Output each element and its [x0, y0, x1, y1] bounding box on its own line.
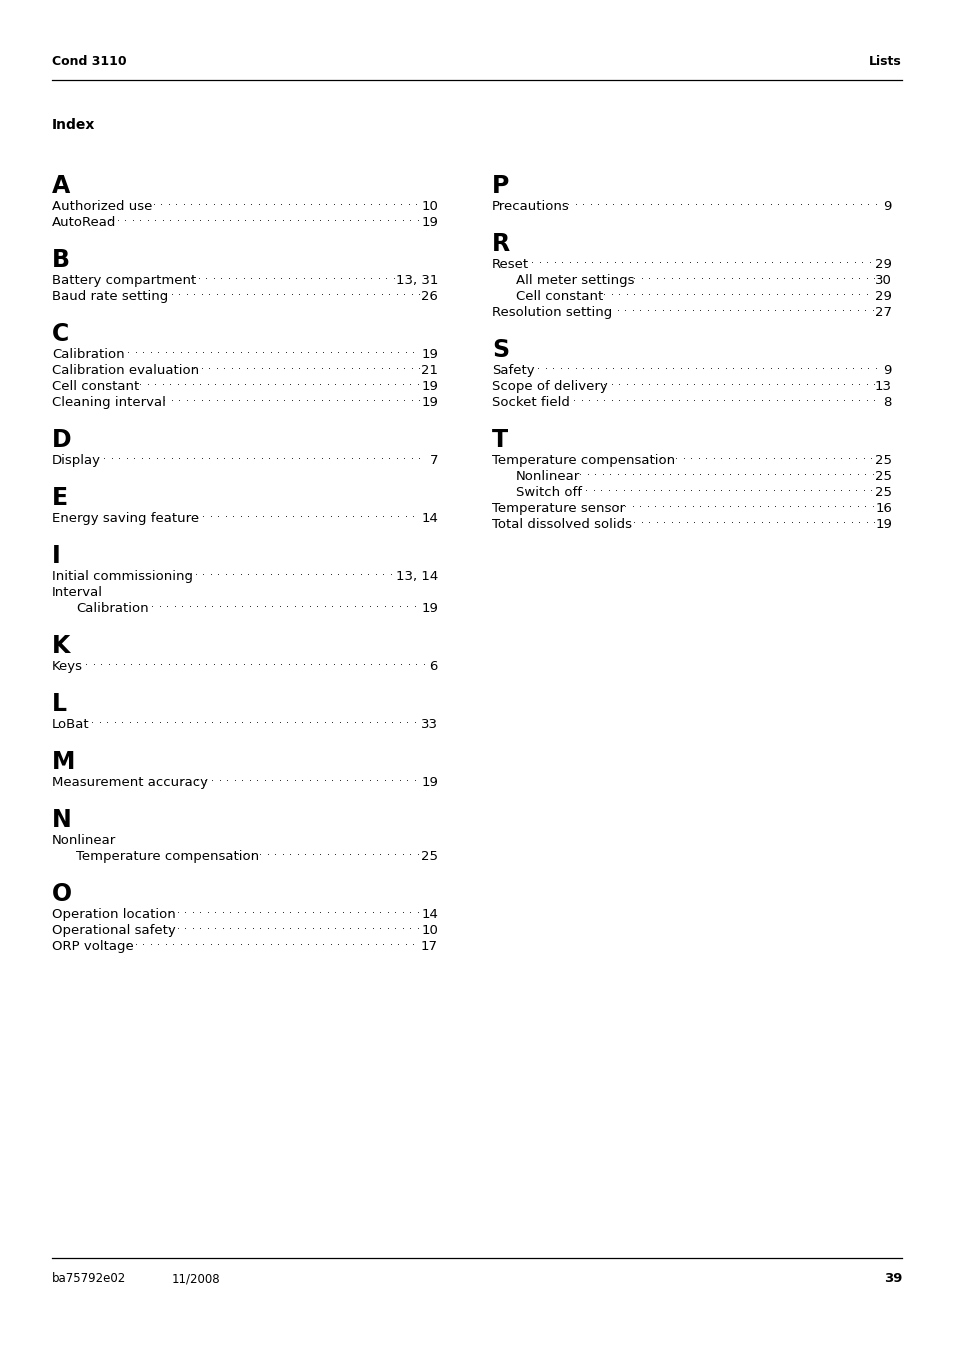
Text: Temperature compensation: Temperature compensation — [76, 850, 259, 863]
Text: Battery compartment: Battery compartment — [52, 274, 196, 286]
Text: 11/2008: 11/2008 — [172, 1273, 220, 1285]
Text: 13, 14: 13, 14 — [395, 570, 437, 584]
Text: Operational safety: Operational safety — [52, 924, 175, 938]
Text: Temperature compensation: Temperature compensation — [492, 454, 675, 467]
Text: Calibration: Calibration — [52, 349, 125, 361]
Text: 30: 30 — [874, 274, 891, 286]
Text: 9: 9 — [882, 363, 891, 377]
Text: S: S — [492, 338, 509, 362]
Text: Switch off: Switch off — [516, 486, 581, 499]
Text: ba75792e02: ba75792e02 — [52, 1273, 126, 1285]
Text: C: C — [52, 322, 70, 346]
Text: AutoRead: AutoRead — [52, 216, 116, 230]
Text: E: E — [52, 486, 68, 509]
Text: Resolution setting: Resolution setting — [492, 305, 612, 319]
Text: Total dissolved solids: Total dissolved solids — [492, 517, 631, 531]
Text: Nonlinear: Nonlinear — [516, 470, 579, 484]
Text: 25: 25 — [874, 486, 891, 499]
Text: I: I — [52, 544, 61, 567]
Text: B: B — [52, 249, 70, 272]
Text: Baud rate setting: Baud rate setting — [52, 290, 168, 303]
Text: Authorized use: Authorized use — [52, 200, 152, 213]
Text: O: O — [52, 882, 72, 907]
Text: 26: 26 — [420, 290, 437, 303]
Text: Temperature sensor: Temperature sensor — [492, 503, 624, 515]
Text: 19: 19 — [420, 380, 437, 393]
Text: Measurement accuracy: Measurement accuracy — [52, 775, 208, 789]
Text: 17: 17 — [420, 940, 437, 952]
Text: Precautions: Precautions — [492, 200, 569, 213]
Text: P: P — [492, 174, 509, 199]
Text: 9: 9 — [882, 200, 891, 213]
Text: Cell constant: Cell constant — [516, 290, 602, 303]
Text: 14: 14 — [420, 512, 437, 526]
Text: Display: Display — [52, 454, 101, 467]
Text: ORP voltage: ORP voltage — [52, 940, 133, 952]
Text: Lists: Lists — [868, 55, 901, 68]
Text: 29: 29 — [874, 258, 891, 272]
Text: L: L — [52, 692, 67, 716]
Text: K: K — [52, 634, 71, 658]
Text: Keys: Keys — [52, 661, 83, 673]
Text: Cell constant: Cell constant — [52, 380, 139, 393]
Text: 27: 27 — [874, 305, 891, 319]
Text: Interval: Interval — [52, 586, 103, 598]
Text: 21: 21 — [420, 363, 437, 377]
Text: 29: 29 — [874, 290, 891, 303]
Text: 25: 25 — [420, 850, 437, 863]
Text: LoBat: LoBat — [52, 717, 90, 731]
Text: N: N — [52, 808, 71, 832]
Text: 6: 6 — [429, 661, 437, 673]
Text: R: R — [492, 232, 510, 255]
Text: 33: 33 — [420, 717, 437, 731]
Text: Calibration: Calibration — [76, 603, 149, 615]
Text: 19: 19 — [420, 216, 437, 230]
Text: 7: 7 — [429, 454, 437, 467]
Text: 13: 13 — [874, 380, 891, 393]
Text: T: T — [492, 428, 508, 453]
Text: 16: 16 — [874, 503, 891, 515]
Text: 13, 31: 13, 31 — [395, 274, 437, 286]
Text: M: M — [52, 750, 75, 774]
Text: 10: 10 — [420, 200, 437, 213]
Text: Scope of delivery: Scope of delivery — [492, 380, 607, 393]
Text: Operation location: Operation location — [52, 908, 175, 921]
Text: A: A — [52, 174, 71, 199]
Text: Socket field: Socket field — [492, 396, 569, 409]
Text: 8: 8 — [882, 396, 891, 409]
Text: D: D — [52, 428, 71, 453]
Text: Calibration evaluation: Calibration evaluation — [52, 363, 199, 377]
Text: 25: 25 — [874, 454, 891, 467]
Text: 14: 14 — [420, 908, 437, 921]
Text: Energy saving feature: Energy saving feature — [52, 512, 199, 526]
Text: 19: 19 — [420, 349, 437, 361]
Text: 19: 19 — [420, 603, 437, 615]
Text: 19: 19 — [420, 775, 437, 789]
Text: Index: Index — [52, 118, 95, 132]
Text: 39: 39 — [882, 1273, 901, 1285]
Text: Cond 3110: Cond 3110 — [52, 55, 127, 68]
Text: Nonlinear: Nonlinear — [52, 834, 116, 847]
Text: Safety: Safety — [492, 363, 534, 377]
Text: All meter settings: All meter settings — [516, 274, 634, 286]
Text: Cleaning interval: Cleaning interval — [52, 396, 166, 409]
Text: 25: 25 — [874, 470, 891, 484]
Text: 10: 10 — [420, 924, 437, 938]
Text: 19: 19 — [420, 396, 437, 409]
Text: 19: 19 — [874, 517, 891, 531]
Text: Initial commissioning: Initial commissioning — [52, 570, 193, 584]
Text: Reset: Reset — [492, 258, 529, 272]
